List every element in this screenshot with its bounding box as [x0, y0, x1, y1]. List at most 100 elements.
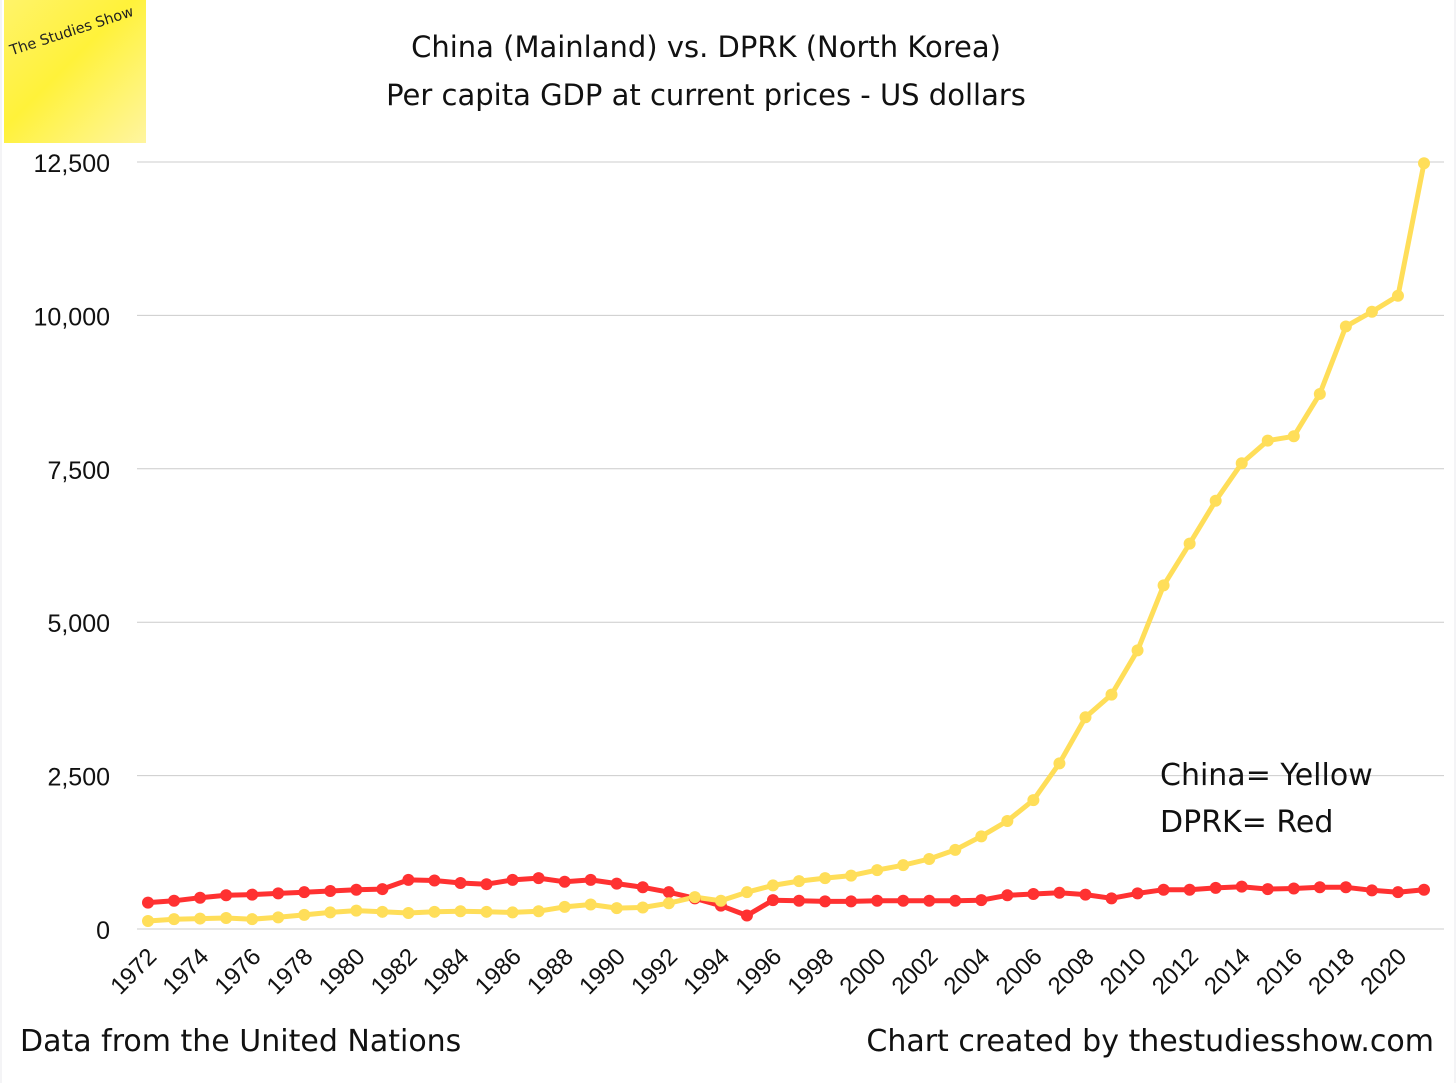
data-point-china — [1157, 579, 1170, 592]
x-tick-label: 2016 — [1251, 943, 1308, 1000]
data-point-china — [272, 911, 285, 924]
data-point-dprk — [220, 889, 233, 902]
data-point-china — [1105, 688, 1118, 701]
x-tick-label: 1984 — [418, 943, 475, 1000]
series-points — [142, 157, 1430, 928]
data-point-china — [246, 913, 259, 926]
data-point-china — [688, 891, 701, 904]
data-point-dprk — [168, 894, 181, 907]
data-point-dprk — [897, 894, 910, 907]
x-tick-label: 1986 — [470, 943, 527, 1000]
y-axis-tick-labels: 0 2,500 5,000 7,500 10,000 12,500 — [34, 150, 110, 945]
x-tick-label: 1998 — [782, 943, 839, 1000]
data-point-china — [819, 872, 832, 885]
x-tick-label: 1980 — [314, 943, 371, 1000]
x-tick-label: 2006 — [991, 943, 1048, 1000]
data-point-china — [1209, 494, 1222, 507]
data-point-china — [480, 905, 493, 918]
data-point-dprk — [923, 894, 936, 907]
x-tick-label: 2020 — [1355, 943, 1412, 1000]
legend-dprk: DPRK= Red — [1160, 805, 1334, 840]
data-point-china — [194, 912, 207, 925]
data-point-china — [714, 894, 727, 907]
x-tick-label: 2014 — [1199, 943, 1256, 1000]
x-tick-label: 2012 — [1147, 943, 1204, 1000]
data-point-dprk — [428, 874, 441, 887]
x-tick-label: 1988 — [522, 943, 579, 1000]
data-point-dprk — [246, 888, 259, 901]
data-point-dprk — [506, 873, 519, 886]
y-tick-label: 0 — [96, 917, 110, 945]
data-point-dprk — [480, 878, 493, 891]
data-point-china — [897, 859, 910, 872]
data-point-china — [324, 906, 337, 919]
data-point-dprk — [1365, 884, 1378, 897]
data-point-dprk — [272, 887, 285, 900]
data-point-dprk — [636, 881, 649, 894]
data-point-china — [1183, 537, 1196, 550]
data-point-dprk — [402, 873, 415, 886]
data-point-dprk — [1001, 889, 1014, 902]
data-point-china — [662, 897, 675, 910]
data-point-dprk — [819, 895, 832, 908]
y-tick-label: 7,500 — [47, 457, 110, 485]
legend: China= Yellow DPRK= Red — [1160, 752, 1373, 846]
x-tick-label: 2008 — [1043, 943, 1100, 1000]
data-point-dprk — [1209, 881, 1222, 894]
data-point-china — [845, 869, 858, 882]
data-point-dprk — [350, 883, 363, 896]
data-point-dprk — [532, 872, 545, 885]
data-point-dprk — [1053, 886, 1066, 899]
chart-title-line-1: China (Mainland) vs. DPRK (North Korea) — [411, 30, 1001, 64]
data-point-dprk — [793, 894, 806, 907]
data-point-china — [1131, 644, 1144, 657]
data-point-dprk — [1287, 882, 1300, 895]
data-point-dprk — [142, 896, 154, 909]
data-point-dprk — [584, 873, 597, 886]
legend-china: China= Yellow — [1160, 758, 1373, 793]
data-point-china — [402, 907, 415, 920]
data-point-china — [1053, 757, 1066, 770]
studies-show-logo: The Studies Show — [4, 0, 146, 143]
data-point-china — [1001, 815, 1014, 828]
data-point-dprk — [740, 909, 753, 922]
data-point-dprk — [1131, 887, 1144, 900]
x-tick-label: 1978 — [262, 943, 319, 1000]
data-point-dprk — [1027, 888, 1040, 901]
x-tick-label: 2004 — [939, 943, 996, 1000]
data-point-china — [298, 908, 311, 921]
data-point-dprk — [845, 895, 858, 908]
data-point-dprk — [949, 894, 962, 907]
x-tick-label: 1976 — [210, 943, 267, 1000]
data-point-dprk — [324, 884, 337, 897]
data-point-china — [584, 898, 597, 911]
x-tick-label: 1972 — [105, 943, 162, 1000]
data-point-dprk — [871, 894, 884, 907]
data-point-china — [1027, 794, 1040, 807]
data-point-china — [949, 843, 962, 856]
y-tick-label: 10,000 — [34, 303, 110, 331]
data-point-dprk — [1157, 883, 1170, 896]
data-point-dprk — [1079, 888, 1092, 901]
data-point-dprk — [1313, 881, 1326, 894]
data-point-dprk — [1391, 886, 1404, 899]
data-point-china — [636, 901, 649, 914]
data-point-china — [428, 905, 441, 918]
data-point-china — [220, 911, 233, 924]
x-tick-label: 2018 — [1303, 943, 1360, 1000]
data-source-note: Data from the United Nations — [20, 1024, 462, 1059]
x-tick-label: 2000 — [835, 943, 892, 1000]
data-point-dprk — [1183, 883, 1196, 896]
data-point-china — [168, 913, 181, 926]
y-tick-label: 5,000 — [47, 610, 110, 638]
data-point-china — [506, 906, 519, 919]
data-point-china — [740, 886, 753, 899]
data-point-china — [142, 915, 154, 928]
y-tick-label: 2,500 — [47, 764, 110, 792]
data-point-china — [1418, 157, 1430, 170]
data-point-dprk — [766, 894, 779, 907]
x-tick-label: 1994 — [678, 943, 735, 1000]
chart-credit-note: Chart created by thestudiesshow.com — [866, 1024, 1434, 1059]
